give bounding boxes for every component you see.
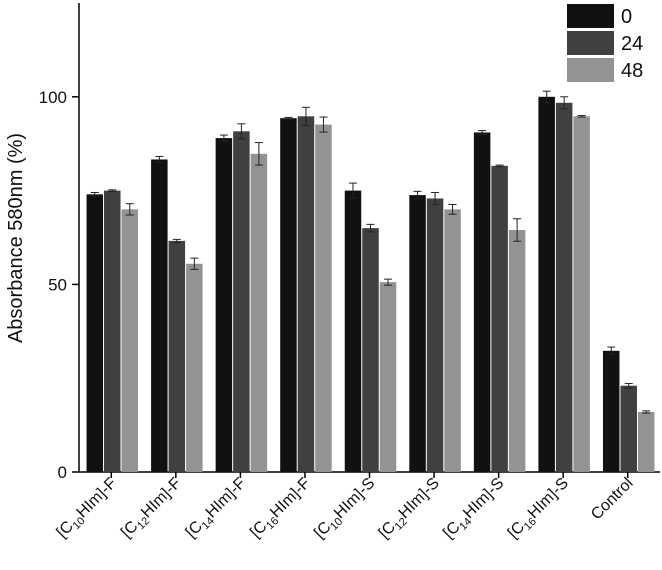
error-bar xyxy=(366,223,375,233)
x-tick-label: [C14HIm]-S xyxy=(440,475,509,544)
error-bar xyxy=(448,203,457,215)
bar xyxy=(444,209,461,473)
x-tick-label: [C16HIm]-F xyxy=(247,475,316,544)
legend-item: 48 xyxy=(567,58,643,82)
error-bar xyxy=(431,191,440,205)
bar-group xyxy=(538,90,590,473)
bar xyxy=(426,198,444,473)
error-bar xyxy=(349,182,357,199)
error-bar xyxy=(642,410,651,414)
bar-group xyxy=(86,189,139,473)
bar xyxy=(168,240,186,472)
legend-swatch xyxy=(567,4,614,28)
error-bar xyxy=(319,116,328,133)
bar-group xyxy=(280,106,332,473)
bar xyxy=(344,190,362,472)
bar-group xyxy=(602,346,655,472)
bar xyxy=(620,385,637,472)
bar xyxy=(186,263,203,472)
error-bar xyxy=(90,191,99,197)
error-bar xyxy=(478,130,487,135)
error-bar xyxy=(577,115,586,118)
bar xyxy=(538,96,555,473)
bar xyxy=(573,116,590,473)
bar xyxy=(250,153,268,473)
bar xyxy=(491,165,508,473)
bar xyxy=(473,132,491,472)
bar xyxy=(602,350,620,472)
bar-group xyxy=(473,130,526,473)
error-bar xyxy=(607,346,616,356)
x-tick-label: [C16HIm]-S xyxy=(505,475,574,544)
bar xyxy=(297,116,315,473)
error-bar xyxy=(155,155,164,163)
error-bar xyxy=(284,116,293,120)
error-bar xyxy=(172,238,181,243)
error-bar xyxy=(560,96,569,110)
error-bar xyxy=(219,134,228,142)
legend-item: 24 xyxy=(567,31,643,55)
bar xyxy=(280,118,297,472)
legend: 0 24 48 xyxy=(567,4,643,82)
error-bar xyxy=(513,218,522,242)
error-bar xyxy=(301,106,310,126)
x-tick-label: [C10HIm]-S xyxy=(311,475,380,544)
bar xyxy=(315,124,332,473)
bar xyxy=(121,209,139,473)
error-bar xyxy=(384,278,392,286)
x-tick-label: Control xyxy=(588,475,636,523)
bar xyxy=(233,131,250,472)
error-bar xyxy=(190,257,199,270)
bar xyxy=(104,190,121,472)
legend-swatch xyxy=(567,58,614,82)
bar xyxy=(409,195,426,472)
bar xyxy=(555,102,573,473)
error-bar xyxy=(542,90,551,103)
bar-group xyxy=(409,190,461,473)
plot-area xyxy=(86,90,655,473)
bar xyxy=(637,411,655,472)
y-axis-label: Absorbance 580nm (%) xyxy=(5,133,27,343)
x-tick-label: [C10HIm]-F xyxy=(54,475,123,544)
legend-label: 48 xyxy=(621,60,643,82)
error-bar xyxy=(624,382,633,389)
bar xyxy=(508,229,526,472)
bar-group xyxy=(151,155,203,472)
error-bar xyxy=(495,164,504,168)
y-tick-label: 0 xyxy=(58,463,67,482)
bar-group xyxy=(215,123,268,473)
x-tick-label: [C14HIm]-F xyxy=(183,475,252,544)
error-bar xyxy=(108,189,117,192)
bar xyxy=(86,194,104,473)
y-tick-label: 100 xyxy=(39,88,67,107)
y-tick-label: 50 xyxy=(48,275,67,294)
error-bar xyxy=(125,203,134,216)
bar-group xyxy=(344,182,397,472)
error-bar xyxy=(254,142,263,166)
x-tick-label: [C12HIm]-F xyxy=(118,475,187,544)
y-axis: Absorbance 580nm (%) 0 50 100 xyxy=(5,3,80,482)
bar xyxy=(379,282,397,472)
x-axis: [C10HIm]-F[C12HIm]-F[C14HIm]-F[C16HIm]-F… xyxy=(54,471,660,544)
legend-item: 0 xyxy=(567,4,632,28)
bar xyxy=(151,159,168,472)
x-tick-label: [C12HIm]-S xyxy=(376,475,445,544)
error-bar xyxy=(237,123,246,140)
error-bar xyxy=(413,190,422,200)
bar xyxy=(362,228,379,472)
legend-label: 24 xyxy=(621,33,643,55)
legend-label: 0 xyxy=(621,6,632,28)
bar xyxy=(215,138,233,472)
legend-swatch xyxy=(567,31,614,55)
